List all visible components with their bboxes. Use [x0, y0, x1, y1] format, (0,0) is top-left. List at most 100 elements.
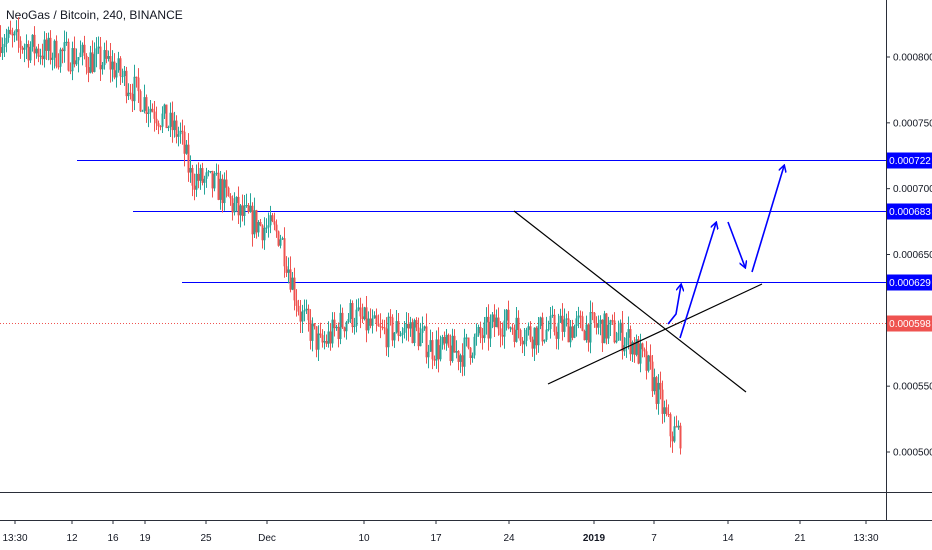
candle [559, 308, 562, 323]
candle [515, 307, 518, 343]
candle [75, 48, 78, 66]
candle [287, 257, 290, 284]
candle [489, 314, 492, 347]
candle [209, 170, 212, 174]
candle [629, 325, 632, 361]
forecast-arrow-down[interactable] [667, 285, 681, 325]
candle [619, 319, 622, 341]
candle [109, 43, 112, 83]
candle [187, 133, 190, 182]
candle [169, 102, 172, 137]
candle [545, 316, 548, 342]
forecast-arrow-pullback[interactable] [727, 221, 745, 267]
candle [585, 315, 588, 343]
candle [429, 329, 432, 352]
candle [149, 99, 152, 123]
candle [67, 38, 70, 72]
candle [393, 331, 396, 348]
forecast-arrow-up-2[interactable] [751, 166, 784, 273]
candle [589, 300, 592, 354]
candle [89, 45, 92, 74]
candle [537, 317, 540, 353]
candle [397, 313, 400, 342]
candle [15, 20, 18, 41]
candle [473, 333, 476, 359]
candle [55, 35, 58, 69]
candle [277, 230, 280, 247]
candle [519, 328, 522, 346]
forecast-arrow-up-1[interactable] [679, 223, 716, 339]
horizontal-levels[interactable] [0, 160, 886, 324]
candle [99, 37, 102, 81]
candle [395, 310, 398, 334]
candle [435, 330, 438, 369]
candle [271, 212, 274, 223]
candle [503, 309, 506, 349]
x-tick-label: 19 [139, 533, 151, 544]
candle [659, 371, 662, 400]
candle [39, 48, 42, 65]
candle [303, 299, 306, 322]
candle [179, 122, 182, 144]
candle [69, 62, 72, 75]
candle [13, 30, 16, 43]
candle [175, 115, 178, 144]
candle [289, 256, 292, 293]
candle [639, 333, 642, 373]
candle [665, 399, 668, 417]
candle [445, 328, 448, 351]
candle [269, 205, 272, 234]
descending-trendline[interactable] [513, 210, 747, 393]
candle [115, 62, 118, 88]
candle [177, 126, 180, 147]
candle [323, 331, 326, 350]
candle [321, 329, 324, 348]
candle [491, 312, 494, 329]
candle [657, 374, 660, 415]
candle [355, 299, 358, 333]
x-tick-label: 13:30 [2, 533, 27, 544]
candle [167, 125, 170, 132]
candle [593, 311, 596, 328]
candle [79, 40, 82, 58]
candle [165, 104, 168, 129]
candle [505, 309, 508, 331]
drawings[interactable] [513, 166, 784, 393]
candle [49, 30, 52, 65]
candle [281, 236, 284, 241]
candle [441, 334, 444, 350]
candle [469, 346, 472, 365]
candle [507, 300, 510, 330]
candle [477, 324, 480, 337]
candle [261, 224, 264, 249]
candle [459, 353, 462, 373]
candle [267, 212, 270, 238]
candle [609, 319, 612, 336]
candle [597, 315, 600, 335]
candle [153, 100, 156, 132]
candle [21, 45, 24, 54]
candle [513, 324, 516, 348]
candle [439, 335, 442, 362]
candle [357, 298, 360, 312]
candle [645, 341, 648, 380]
candle [401, 327, 404, 344]
y-tick-label: 0.000750 [893, 118, 932, 129]
candle [245, 193, 248, 208]
price-axis[interactable]: 0.0008000.0007500.0007000.0006500.000600… [886, 53, 932, 459]
candle [119, 56, 122, 85]
candle [25, 34, 28, 59]
ascending-trendline[interactable] [547, 283, 763, 385]
candle [407, 312, 410, 342]
candle [549, 307, 552, 339]
candle [587, 323, 590, 352]
candle [129, 84, 132, 100]
candle [567, 311, 570, 343]
candle [455, 340, 458, 359]
candle [97, 36, 100, 54]
x-tick-label: 25 [200, 533, 212, 544]
time-axis[interactable]: 13:30 12 16 19 25 Dec 10 17 24 2019 7 14 21 13:30 [2, 520, 879, 544]
candle [501, 322, 504, 346]
candle [311, 317, 314, 352]
